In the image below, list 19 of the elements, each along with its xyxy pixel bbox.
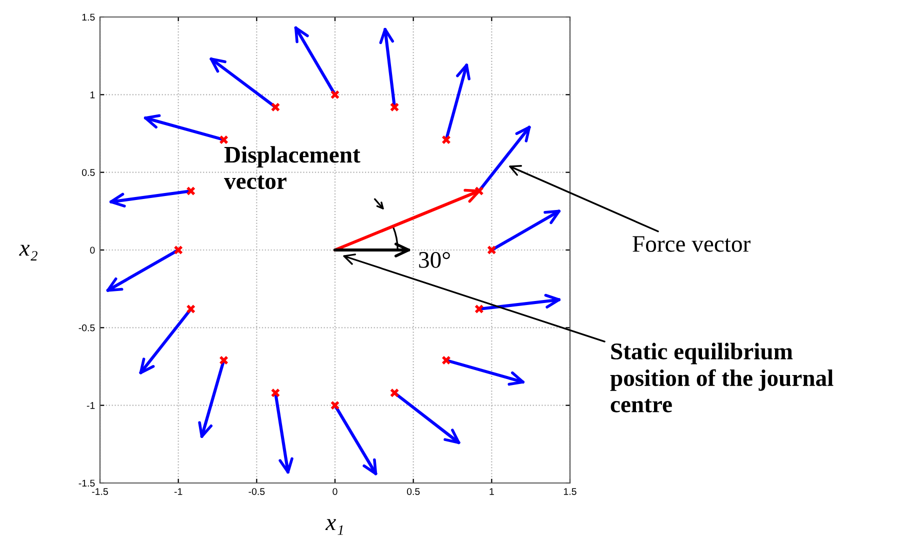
annotation: Displacement vector <box>224 146 360 190</box>
y-axis-title: x₂ <box>19 244 38 260</box>
y-tick-label: 0 <box>90 246 95 254</box>
x-tick-label: 0 <box>332 488 338 495</box>
x-tick-label: 0.5 <box>406 488 420 495</box>
x-tick-label: -1 <box>174 488 182 495</box>
x-tick-label: 1.5 <box>564 488 576 495</box>
x-tick-label: -0.5 <box>248 488 265 495</box>
x-axis-title: x₁ <box>325 519 343 535</box>
y-tick-label: 1 <box>90 92 95 98</box>
y-tick-label: -0.5 <box>78 324 95 332</box>
annotation: Force vector <box>632 236 750 252</box>
annotation: 30° <box>419 252 450 268</box>
y-tick-label: 0.5 <box>82 169 95 176</box>
y-tick-label: 1.5 <box>82 14 95 21</box>
annotation: Static equilibrium position of the journal centre <box>610 342 834 412</box>
y-tick-label: -1 <box>86 402 95 409</box>
y-tick-label: -1.5 <box>78 480 95 487</box>
x-tick-label: 1 <box>490 488 494 495</box>
